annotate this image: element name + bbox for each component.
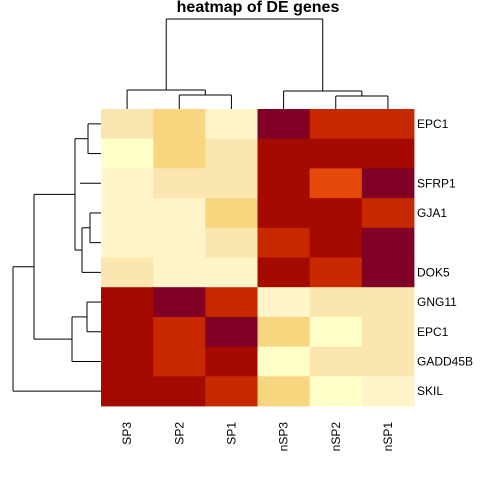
row-label: GJA1	[417, 206, 447, 220]
heatmap-cell	[361, 138, 415, 169]
heatmap-cell	[309, 287, 363, 318]
heatmap-cell	[101, 227, 154, 258]
heatmap-cell	[361, 109, 415, 140]
heatmap-cell	[257, 257, 311, 288]
heatmap-cell	[205, 227, 258, 258]
heatmap-cell	[153, 316, 206, 347]
column-label: nSP1	[381, 422, 395, 452]
row-label: SFRP1	[417, 176, 456, 190]
row-label: GNG11	[417, 295, 457, 309]
column-dendrogram	[126, 18, 389, 109]
heatmap-cell	[101, 316, 154, 347]
heatmap-cell	[205, 316, 258, 347]
row-label: DOK5	[417, 265, 450, 279]
heatmap-cell	[205, 138, 258, 169]
heatmap-cell	[153, 287, 206, 318]
heatmap-cell	[153, 138, 206, 169]
column-label: SP1	[224, 422, 238, 445]
heatmap-cell	[101, 346, 154, 377]
heatmap-cell	[257, 227, 311, 258]
row-label: SKIL	[417, 384, 443, 398]
column-label: nSP2	[329, 422, 343, 452]
row-dendrogram	[12, 123, 101, 392]
heatmap-cell	[309, 227, 363, 258]
heatmap-cell	[309, 257, 363, 288]
heatmap-cell	[101, 198, 154, 229]
heatmap-cell	[205, 168, 258, 199]
heatmap-cell	[257, 198, 311, 229]
heatmap-cell	[361, 376, 415, 407]
heatmap-cell	[101, 257, 154, 288]
heatmap-cell	[153, 198, 206, 229]
heatmap-cell	[153, 376, 206, 407]
heatmap-cell	[309, 168, 363, 199]
column-label: SP3	[120, 422, 134, 445]
heatmap-cell	[153, 109, 206, 140]
row-label: EPC1	[417, 325, 449, 339]
heatmap-cell	[101, 168, 154, 199]
heatmap-cell	[257, 109, 311, 140]
heatmap-cell	[361, 257, 415, 288]
heatmap-cell	[205, 198, 258, 229]
row-label: GADD45B	[417, 354, 473, 368]
heatmap-cell	[205, 287, 258, 318]
heatmap-cell	[309, 346, 363, 377]
heatmap-cell	[309, 376, 363, 407]
heatmap-cell	[205, 109, 258, 140]
heatmap-cell	[361, 316, 415, 347]
heatmap-cell	[205, 376, 258, 407]
heatmap-cell	[153, 257, 206, 288]
heatmap-cell	[361, 168, 415, 199]
heatmap-cell	[257, 287, 311, 318]
heatmap-cell	[205, 257, 258, 288]
heatmap-cells	[101, 109, 415, 407]
heatmap-cell	[361, 287, 415, 318]
heatmap-cell	[101, 138, 154, 169]
heatmap-cell	[257, 168, 311, 199]
heatmap-cell	[257, 138, 311, 169]
heatmap-cell	[309, 198, 363, 229]
column-labels: SP3 SP2 SP1 nSP3 nSP2 nSP1	[120, 422, 395, 452]
heatmap-cell	[309, 316, 363, 347]
heatmap-cell	[153, 346, 206, 377]
heatmap-cell	[101, 376, 154, 407]
heatmap-cell	[101, 287, 154, 318]
heatmap-cell	[309, 138, 363, 169]
heatmap-cell	[361, 198, 415, 229]
column-label: SP2	[172, 422, 186, 445]
row-label: EPC1	[417, 117, 449, 131]
heatmap-cell	[257, 316, 311, 347]
heatmap-cell	[257, 346, 311, 377]
column-label: nSP3	[277, 422, 291, 452]
heatmap-cell	[205, 346, 258, 377]
heatmap-cell	[257, 376, 311, 407]
heatmap-cell	[361, 346, 415, 377]
heatmap-cell	[361, 227, 415, 258]
chart-title: heatmap of DE genes	[177, 0, 340, 16]
row-labels: EPC1 SFRP1 GJA1 DOK5 GNG11 EPC1 GADD45B SKIL	[417, 117, 473, 398]
heatmap-cell	[153, 168, 206, 199]
heatmap-cell	[153, 227, 206, 258]
heatmap-cell	[101, 109, 154, 140]
heatmap-cell	[309, 109, 363, 140]
